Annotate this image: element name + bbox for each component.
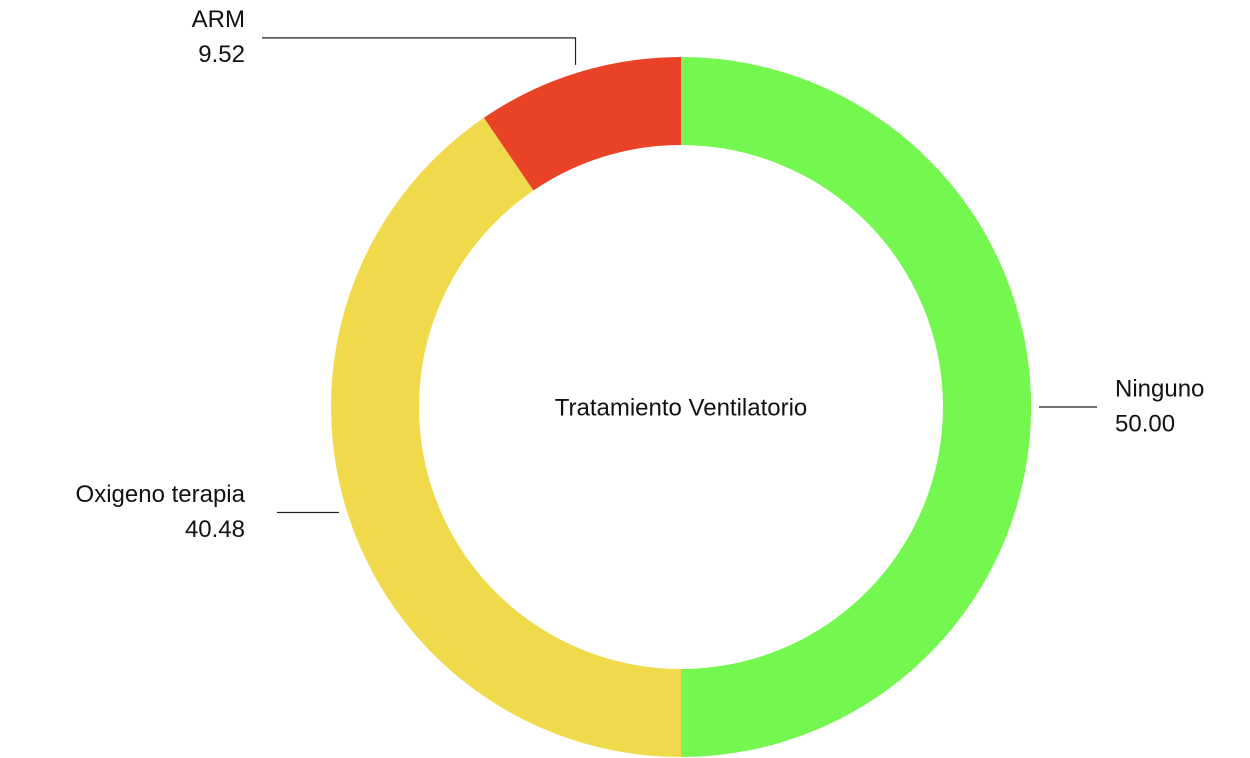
slice-value-label: 50.00 (1115, 410, 1175, 437)
donut-slice (331, 117, 681, 758)
leader-line (262, 37, 577, 65)
slice-label: Oxigeno terapia (76, 481, 246, 508)
slice-label: ARM (192, 6, 245, 33)
slice-value-label: 9.52 (198, 41, 245, 68)
donut-slice (483, 57, 681, 191)
donut-slice (681, 56, 1032, 757)
slice-label: Ninguno (1115, 375, 1204, 402)
slice-value-label: 40.48 (185, 516, 245, 543)
chart-title: Tratamiento Ventilatorio (555, 394, 808, 421)
